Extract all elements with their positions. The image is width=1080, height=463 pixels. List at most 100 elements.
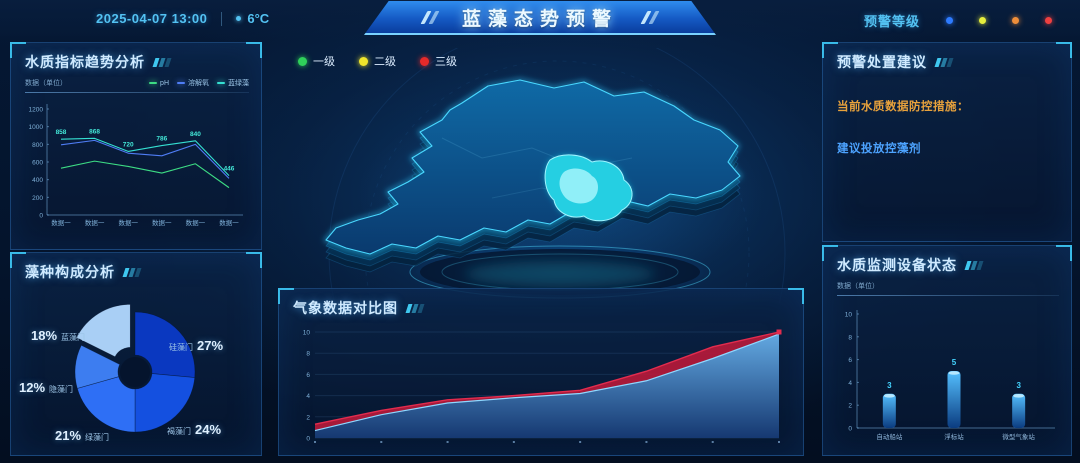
svg-text:786: 786 <box>156 136 167 143</box>
map-legend-item-level2[interactable]: 二级 <box>359 53 396 69</box>
title-decoration-bars <box>964 260 984 270</box>
panel-device-status: 水质监测设备状态 数据（单位） 0 2 4 6 8 10 3 自动船站 5 浮标站 3 微型气象站 <box>822 245 1072 456</box>
legend-item-dissolved-oxygen[interactable]: 溶解氧 <box>177 78 209 88</box>
svg-text:数据一: 数据一 <box>219 218 239 227</box>
title-banner: 蓝藻态势预警 <box>364 1 716 35</box>
separator-line <box>25 92 249 93</box>
legend-item-ph[interactable]: pH <box>149 80 169 87</box>
svg-text:3: 3 <box>1016 381 1021 390</box>
svg-text:微型气象站: 微型气象站 <box>1002 432 1035 441</box>
warning-dot-level2 <box>979 17 986 24</box>
header-bar: 2025-04-07 13:00 6°C 蓝藻态势预警 预警等级 <box>0 0 1080 40</box>
svg-text:10: 10 <box>303 330 311 337</box>
svg-text:868: 868 <box>89 128 100 135</box>
svg-text:数据一: 数据一 <box>118 218 138 227</box>
ph-line-icon <box>149 82 158 84</box>
temperature-indicator: 6°C <box>236 11 269 26</box>
pie-label-cryptophyta: 12% 隐藻门 <box>19 380 74 395</box>
svg-text:2: 2 <box>306 414 310 421</box>
header-left: 2025-04-07 13:00 6°C <box>96 11 269 26</box>
legend-label: 溶解氧 <box>188 80 209 87</box>
svg-text:858: 858 <box>56 129 67 136</box>
unit-label: 数据（单位） <box>25 80 67 87</box>
svg-text:0: 0 <box>306 436 310 443</box>
advice-line-measures: 当前水质数据防控措施： <box>837 101 969 113</box>
datetime-label: 2025-04-07 13:00 <box>96 11 208 26</box>
banner-slash-left-icon <box>420 10 440 24</box>
temperature-label: 6°C <box>247 11 270 26</box>
svg-text:数据一: 数据一 <box>152 218 172 227</box>
map-legend-item-level3[interactable]: 三级 <box>420 53 457 69</box>
title-decoration-bars <box>152 57 172 67</box>
warning-dot-level3 <box>1012 17 1019 24</box>
algae-pie-chart <box>74 304 196 433</box>
panel-warning-advice: 预警处置建议 当前水质数据防控措施： 建议投放控藻剂 <box>822 42 1072 242</box>
level2-dot-icon <box>359 56 368 66</box>
weather-area-chart: 0 2 4 6 8 10 <box>303 329 782 443</box>
map-legend-label: 二级 <box>374 56 396 68</box>
svg-text:6: 6 <box>848 357 852 364</box>
oxygen-line-icon <box>177 82 185 84</box>
svg-text:400: 400 <box>32 177 43 184</box>
legend-item-bluegreen-algae[interactable]: 蓝绿藻 <box>217 78 249 88</box>
svg-text:1000: 1000 <box>29 124 44 131</box>
advice-text-block: 当前水质数据防控措施： 建议投放控藻剂 <box>823 72 1071 156</box>
unit-label: 数据（单位） <box>837 283 879 290</box>
header-divider <box>221 11 223 26</box>
region-situation-map <box>323 48 786 303</box>
svg-text:5: 5 <box>952 358 957 367</box>
svg-text:6: 6 <box>306 372 310 379</box>
panel-title: 水质监测设备状态 <box>837 257 957 273</box>
map-legend-item-level1[interactable]: 一级 <box>298 53 335 69</box>
svg-text:800: 800 <box>32 142 43 149</box>
panel-title: 藻种构成分析 <box>25 264 115 280</box>
svg-text:600: 600 <box>32 160 43 167</box>
warning-level-label: 预警等级 <box>863 14 920 29</box>
page-title: 蓝藻态势预警 <box>461 8 618 30</box>
panel-title: 气象数据对比图 <box>293 300 398 316</box>
svg-text:200: 200 <box>32 195 43 202</box>
warning-level-group: 预警等级 <box>864 11 1052 30</box>
separator-line <box>837 295 1059 296</box>
map-legend-label: 一级 <box>313 56 335 68</box>
svg-text:浮标站: 浮标站 <box>944 432 964 441</box>
banner-slash-right-icon <box>640 10 660 24</box>
svg-text:10: 10 <box>845 312 853 319</box>
svg-text:3: 3 <box>887 381 892 390</box>
svg-text:2: 2 <box>848 403 852 410</box>
svg-text:数据一: 数据一 <box>85 218 105 227</box>
level1-dot-icon <box>298 56 307 66</box>
level3-dot-icon <box>420 56 429 66</box>
line-chart-legend: pH 溶解氧 蓝绿藻 <box>149 78 249 88</box>
svg-text:4: 4 <box>848 380 852 387</box>
panel-algae-composition: 藻种构成分析 18% 蓝藻门 硅藻门 27% 12% 隐藻门 21% 绿藻门 褐… <box>10 252 262 456</box>
water-trend-line-chart: 0 200 400 600 800 1000 1200 数据一 数据一 数据一 数据一 数据一 数据一 8… <box>29 104 243 227</box>
title-decoration-bars <box>405 303 425 313</box>
svg-text:840: 840 <box>190 131 201 138</box>
algae-line-icon <box>217 82 225 84</box>
panel-title: 预警处置建议 <box>837 54 927 70</box>
map-legend: 一级 二级 三级 <box>298 53 457 69</box>
pie-label-cyanophyta: 18% 蓝藻门 <box>31 328 86 343</box>
svg-text:8: 8 <box>848 334 852 341</box>
temperature-dot-icon <box>236 16 242 21</box>
svg-text:720: 720 <box>123 141 134 148</box>
svg-text:446: 446 <box>224 166 235 173</box>
panel-water-quality-trend: 水质指标趋势分析 数据（单位） pH 溶解氧 蓝绿藻 0 200 4 <box>10 42 262 250</box>
warning-dot-level4 <box>1045 17 1052 24</box>
pie-label-chlorophyta: 21% 绿藻门 <box>55 428 110 443</box>
device-status-bar-chart: 0 2 4 6 8 10 3 自动船站 5 浮标站 3 微型气象站 <box>845 310 1055 441</box>
algae-pie-chart-area: 18% 蓝藻门 硅藻门 27% 12% 隐藻门 21% 绿藻门 褐藻门 24% <box>11 284 259 452</box>
pie-label-bacillariophyta: 硅藻门 27% <box>169 338 224 353</box>
panel-title: 水质指标趋势分析 <box>25 54 145 70</box>
svg-text:0: 0 <box>39 213 43 220</box>
svg-text:8: 8 <box>306 351 310 358</box>
title-decoration-bars <box>122 267 142 277</box>
map-legend-label: 三级 <box>435 56 457 68</box>
panel-weather-comparison: 气象数据对比图 0 2 4 6 8 10 <box>278 288 804 456</box>
legend-label: pH <box>160 79 169 87</box>
svg-text:4: 4 <box>306 393 310 400</box>
svg-text:数据一: 数据一 <box>186 218 206 227</box>
svg-text:自动船站: 自动船站 <box>876 432 903 441</box>
